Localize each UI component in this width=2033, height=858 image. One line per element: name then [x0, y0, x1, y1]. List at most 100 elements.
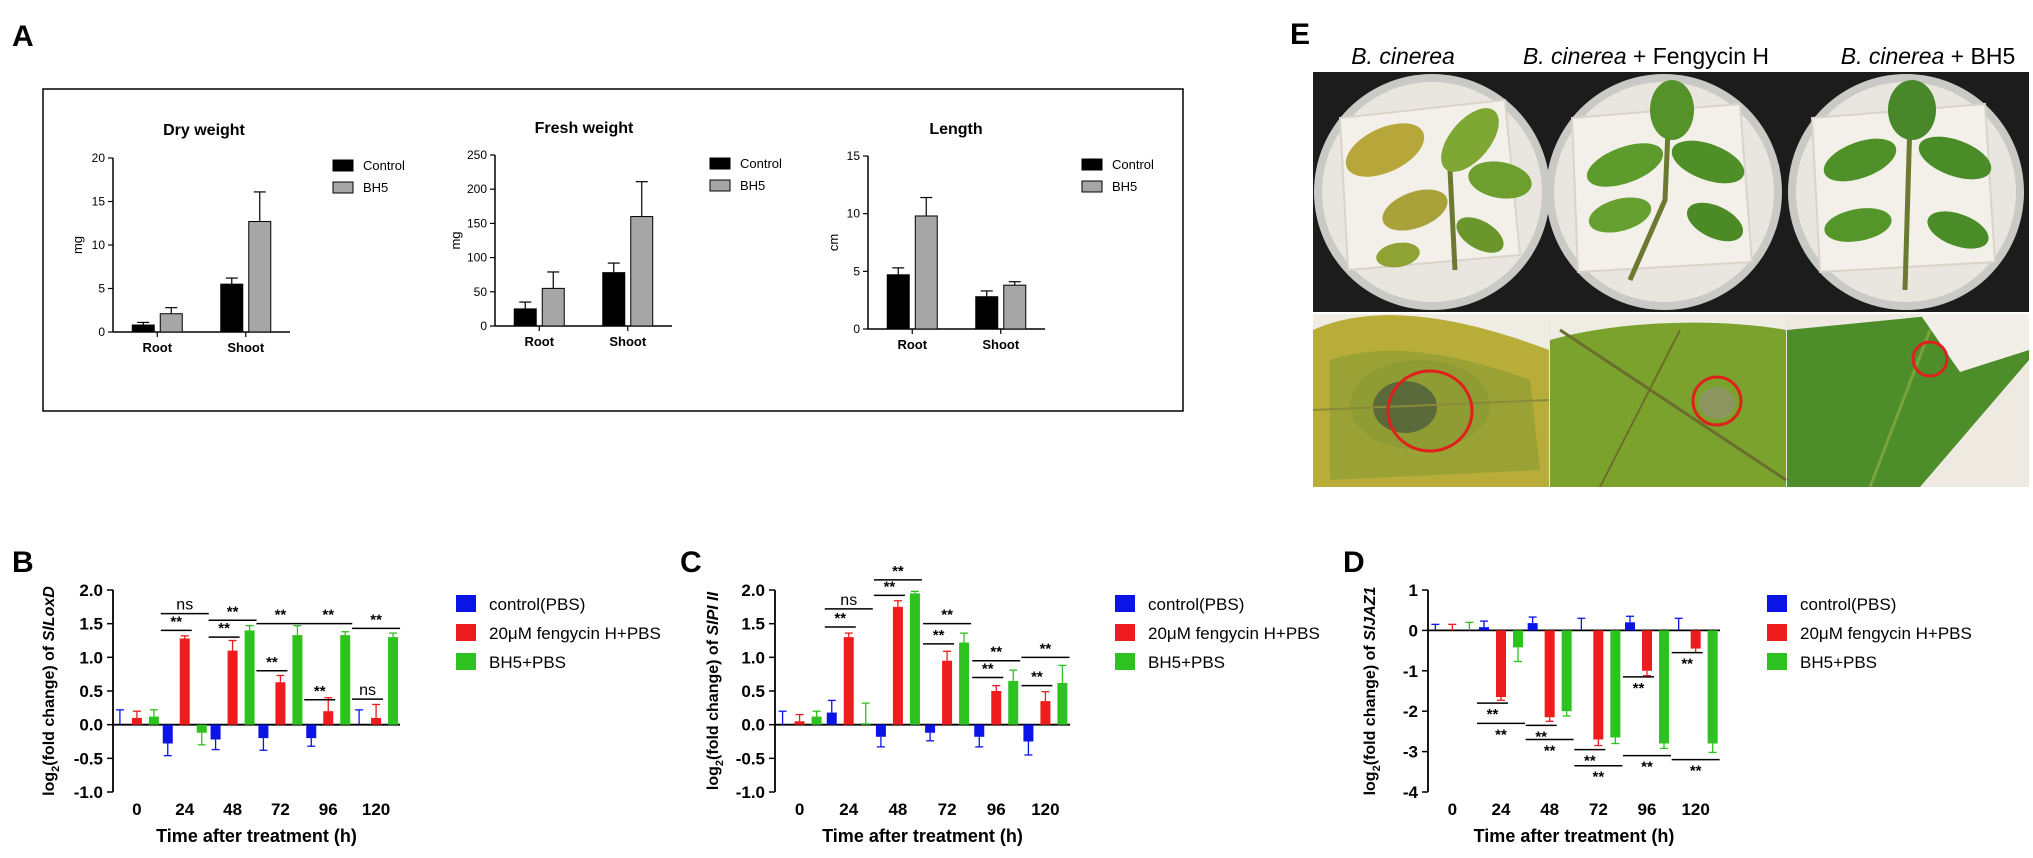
significance-label: ** [1040, 640, 1052, 657]
y-tick-label: 1 [1409, 581, 1418, 600]
y-tick-label: 15 [92, 195, 106, 209]
bar [1479, 627, 1489, 631]
x-tick-label: Root [142, 340, 172, 355]
legend-swatch [1115, 595, 1135, 612]
bar [875, 724, 886, 737]
petri-dish-3 [1788, 74, 2024, 310]
significance-label: ** [990, 644, 1002, 661]
legend-swatch [456, 595, 476, 612]
x-tick-label: 120 [1681, 800, 1709, 819]
legend-swatch [709, 157, 731, 170]
chart-title: Fresh weight [535, 120, 634, 137]
bar [860, 723, 871, 725]
bar [275, 682, 286, 725]
x-tick-label: 48 [223, 800, 242, 819]
x-axis-label: Time after treatment (h) [822, 826, 1023, 846]
bar [909, 593, 920, 725]
chart-title: Length [929, 121, 982, 138]
bar [1610, 630, 1621, 738]
panel-letter-e: E [1290, 18, 1310, 51]
bar [244, 630, 255, 725]
x-tick-label: 48 [888, 800, 907, 819]
y-tick-label: 2.0 [79, 581, 103, 600]
y-tick-label: 1.5 [741, 615, 765, 634]
bar [974, 724, 985, 737]
y-axis-label: mg [70, 236, 85, 254]
bar [162, 724, 173, 744]
panel-letter-c: C [680, 546, 702, 579]
legend-swatch [1767, 653, 1787, 670]
legend-label: Control [363, 158, 405, 173]
bar [1513, 630, 1523, 648]
y-tick-label: -3 [1403, 743, 1418, 762]
significance-label: ** [933, 627, 945, 644]
y-tick-label: -1 [1403, 662, 1418, 681]
significance-label: ns [359, 682, 376, 699]
significance-label: ** [834, 610, 846, 627]
legend-label: BH5+PBS [489, 653, 566, 672]
x-tick-label: Root [897, 337, 927, 352]
significance-label: ** [892, 563, 904, 580]
bar [1642, 630, 1652, 671]
legend-label: Control [1112, 157, 1154, 172]
bar [196, 724, 207, 733]
bar [1003, 284, 1027, 330]
y-tick-label: 10 [92, 238, 106, 252]
bar [991, 691, 1002, 725]
bar [1008, 680, 1019, 725]
legend-label: BH5 [363, 180, 388, 195]
legend-swatch [709, 179, 731, 192]
bar [159, 313, 183, 333]
significance-label: ** [227, 603, 239, 620]
legend-label: 20μM fengycin H+PBS [1800, 624, 1972, 643]
x-tick-label: 72 [271, 800, 290, 819]
x-tick-label: 120 [1031, 800, 1059, 819]
significance-label: ** [1584, 753, 1596, 770]
x-tick-label: Shoot [227, 340, 264, 355]
lesion-ring-1 [1386, 369, 1474, 453]
significance-label: ** [1495, 726, 1507, 743]
chart-dry-weight: Dry weight 0 5 10 15 20 mg Root Shoot Control BH5 [70, 122, 405, 355]
y-tick-label: 20 [92, 151, 106, 165]
panel-letter-a: A [12, 20, 34, 53]
bar [1593, 630, 1604, 740]
x-tick-label: 48 [1540, 800, 1559, 819]
bar [131, 717, 142, 725]
bar [1625, 622, 1635, 631]
bar [1707, 630, 1718, 744]
y-tick-label: 10 [847, 207, 861, 221]
significance-label: ** [275, 607, 287, 624]
x-tick-label: Shoot [982, 337, 1019, 352]
y-axis-label: mg [448, 231, 463, 249]
bar [227, 650, 238, 725]
bar [925, 724, 936, 733]
legend-label: 20μM fengycin H+PBS [1148, 624, 1320, 643]
x-axis-label: Time after treatment (h) [1474, 826, 1675, 846]
x-tick-label: 72 [938, 800, 957, 819]
legend-swatch [1115, 653, 1135, 670]
y-tick-label: 0 [480, 319, 487, 333]
bar [1527, 623, 1538, 631]
y-tick-label: 0 [1409, 621, 1418, 640]
bar [826, 712, 837, 725]
legend-label: BH5 [740, 178, 765, 193]
significance-label: ** [370, 611, 382, 628]
y-tick-label: 2.0 [741, 581, 765, 600]
y-axis-label: log2(fold change) of SlPI II [705, 591, 726, 790]
y-tick-label: 0 [853, 322, 860, 336]
x-tick-label: 0 [1448, 800, 1457, 819]
bar [630, 216, 654, 327]
significance-label: ns [840, 592, 857, 609]
y-tick-label: -0.5 [736, 749, 765, 768]
bar [220, 283, 244, 333]
bar [513, 308, 537, 327]
y-tick-label: 0.0 [79, 716, 103, 735]
significance-label: ** [1690, 763, 1702, 780]
legend-swatch [332, 181, 354, 194]
significance-label: ** [982, 661, 994, 678]
significance-label: ** [218, 620, 230, 637]
x-tick-label: Root [524, 334, 554, 349]
bar [306, 724, 317, 739]
significance-label: ** [1031, 669, 1043, 686]
y-tick-label: 0.5 [79, 682, 103, 701]
